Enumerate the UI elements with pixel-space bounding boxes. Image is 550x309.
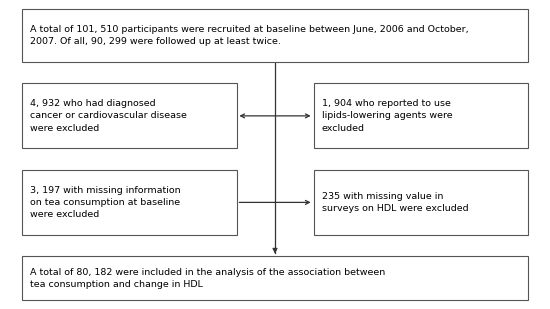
FancyBboxPatch shape — [22, 9, 528, 62]
Text: 1, 904 who reported to use
lipids-lowering agents were
excluded: 1, 904 who reported to use lipids-loweri… — [322, 99, 452, 133]
FancyBboxPatch shape — [22, 83, 236, 148]
FancyBboxPatch shape — [314, 170, 528, 235]
Text: A total of 80, 182 were included in the analysis of the association between
tea : A total of 80, 182 were included in the … — [30, 268, 386, 289]
Text: A total of 101, 510 participants were recruited at baseline between June, 2006 a: A total of 101, 510 participants were re… — [30, 25, 469, 46]
FancyBboxPatch shape — [22, 256, 528, 300]
FancyBboxPatch shape — [22, 170, 236, 235]
FancyBboxPatch shape — [314, 83, 528, 148]
Text: 4, 932 who had diagnosed
cancer or cardiovascular disease
were excluded: 4, 932 who had diagnosed cancer or cardi… — [30, 99, 187, 133]
Text: 235 with missing value in
surveys on HDL were excluded: 235 with missing value in surveys on HDL… — [322, 192, 469, 213]
Text: 3, 197 with missing information
on tea consumption at baseline
were excluded: 3, 197 with missing information on tea c… — [30, 186, 181, 219]
